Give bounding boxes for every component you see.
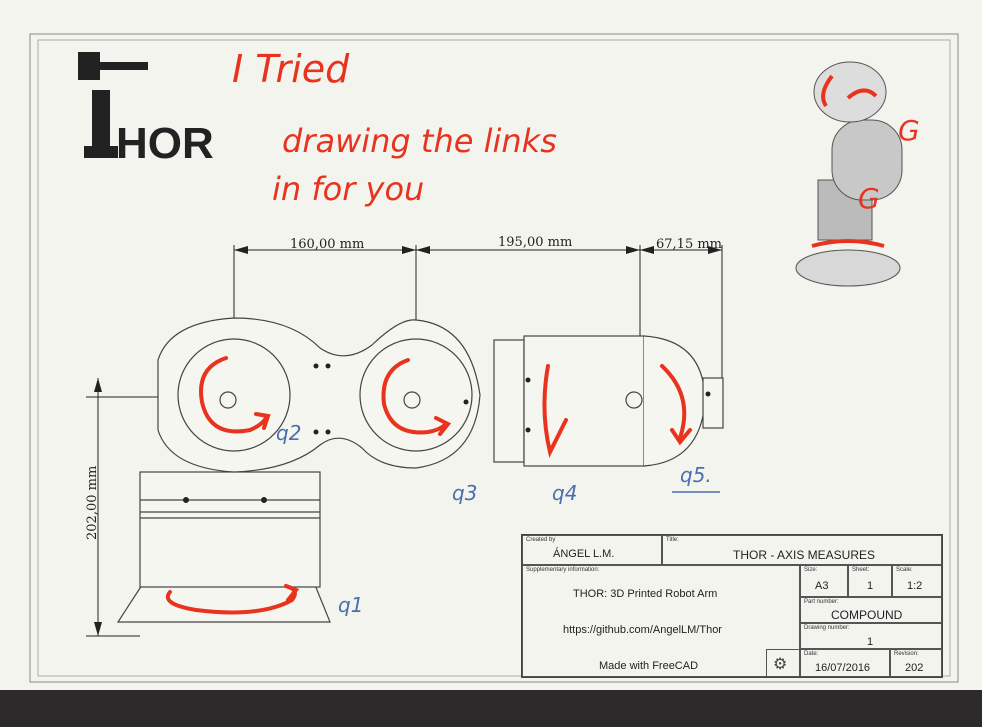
title-block: Created by ÁNGEL L.M. Title: THOR - AXIS… [521, 534, 943, 678]
date-cell: Date: 16/07/2016 [800, 649, 890, 677]
created-by-cell: Created by ÁNGEL L.M. [522, 535, 662, 565]
revision-cell: Revision: 202 [890, 649, 942, 677]
robot-thumbnail [795, 61, 903, 287]
title-cell: Title: THOR - AXIS MEASURES [662, 535, 942, 565]
label-q4: q4 [552, 481, 577, 505]
dimension-67: 67,15 mm [656, 237, 722, 252]
supplementary-cell: Supplementary information: THOR: 3D Prin… [522, 565, 800, 677]
thumbnail-g-1: G [898, 114, 920, 147]
logo-text: HOR [116, 119, 214, 168]
thumbnail-g-2: G [858, 182, 880, 215]
url-value: https://github.com/AngelLM/Thor [563, 624, 722, 636]
sheet-cell: Sheet: 1 [848, 565, 892, 597]
size-cell: Size: A3 [800, 565, 848, 597]
drawing-number-cell: Drawing number: 1 [800, 623, 942, 649]
created-by-value: ÁNGEL L.M. [553, 548, 615, 560]
handwritten-line-3: in for you [272, 170, 424, 208]
made-with-value: Made with FreeCAD [599, 660, 699, 672]
thor-logo [78, 52, 148, 158]
robot-arm-drawing [116, 317, 724, 623]
scale-cell: Scale: 1:2 [892, 565, 942, 597]
title-value: THOR - AXIS MEASURES [733, 548, 876, 562]
part-cell: Part number: COMPOUND [800, 597, 942, 623]
label-q1: q1 [338, 593, 363, 617]
dimension-160: 160,00 mm [290, 237, 364, 252]
description-value: THOR: 3D Printed Robot Arm [573, 588, 718, 600]
thumbnail-red-arrows [811, 74, 885, 248]
label-q3: q3 [452, 481, 477, 505]
label-q2: q2 [276, 421, 301, 445]
handwritten-line-1: I Tried [232, 47, 350, 91]
label-q5: q5. [680, 463, 712, 487]
handwritten-line-2: drawing the links [282, 122, 557, 160]
freecad-icon: ⚙ [766, 649, 800, 677]
dimension-195: 195,00 mm [498, 235, 572, 250]
dimension-arrows [94, 246, 722, 636]
bolt-holes [183, 363, 711, 503]
dimension-height: 202,00 mm [85, 466, 100, 540]
red-joint-arrows [165, 356, 692, 615]
